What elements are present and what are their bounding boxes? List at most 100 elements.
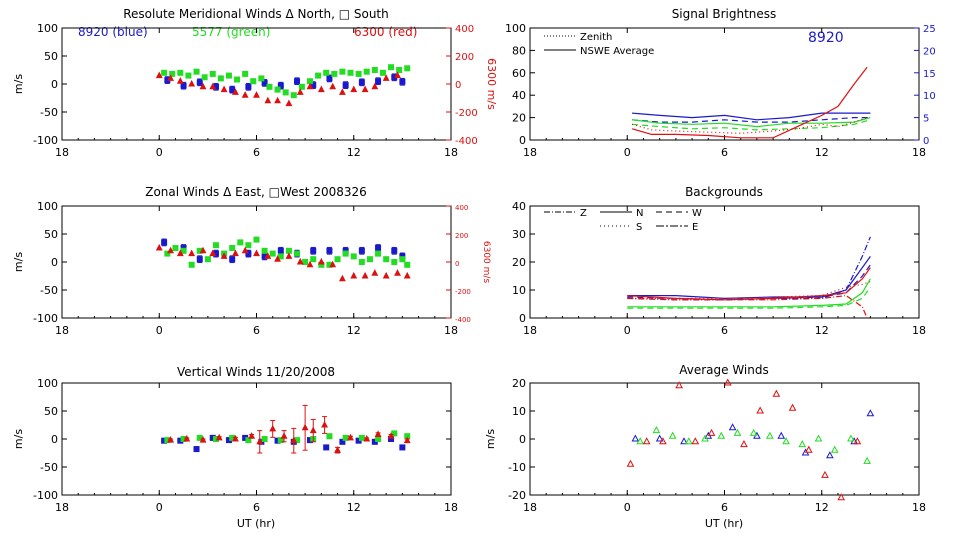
data-point [261, 247, 268, 254]
data-point [331, 70, 338, 77]
title-backgrounds: Backgrounds [685, 185, 763, 199]
data-point [250, 78, 257, 85]
data-point [167, 246, 175, 254]
x-tick-label: 18 [444, 146, 458, 159]
data-point [659, 437, 667, 445]
data-point [379, 69, 386, 76]
legend-e: E [692, 222, 698, 233]
data-point [371, 67, 378, 73]
x-tick-label: 18 [55, 324, 69, 337]
x-tick-label: 0 [624, 146, 631, 159]
y2-tick-label: 10 [923, 91, 936, 102]
x-tick-label: 6 [253, 146, 260, 159]
data-point [180, 82, 187, 89]
legend-s: S [636, 222, 642, 233]
y2-tick-label: -400 [455, 136, 478, 147]
data-point [277, 253, 284, 260]
data-point [321, 420, 328, 428]
y-tick-label: 40 [512, 200, 526, 213]
data-point [274, 255, 281, 262]
data-point [339, 68, 346, 75]
data-point [302, 259, 309, 265]
data-point [274, 86, 281, 93]
y-tick-label: -10 [508, 461, 526, 474]
x-tick-label: 18 [523, 501, 537, 514]
data-point [740, 440, 748, 448]
data-point [826, 451, 834, 459]
data-point [631, 434, 640, 442]
data-point [334, 256, 341, 263]
data-point [199, 246, 207, 254]
data-point [232, 434, 239, 442]
data-point [306, 82, 314, 90]
data-point [196, 79, 203, 86]
data-point [301, 423, 309, 431]
legend-6300-red: 6300 (red) [354, 25, 417, 39]
data-point [199, 436, 207, 443]
data-point [358, 79, 365, 86]
data-point [323, 444, 330, 451]
data-point [264, 252, 272, 259]
data-point [350, 253, 357, 260]
data-point [347, 433, 354, 441]
y2-tick-label: 200 [455, 232, 468, 240]
data-point [701, 434, 709, 442]
y2-tick-label: 400 [455, 204, 468, 212]
y-tick-label: 0 [519, 433, 526, 446]
x-tick-label: 6 [253, 501, 260, 514]
y-tick-label: 30 [512, 228, 526, 241]
y-tick-label: 0 [519, 312, 526, 325]
y-tick-label: 10 [512, 405, 526, 418]
y2-tick-label: 15 [923, 69, 936, 80]
y2-tick-label: -400 [455, 316, 471, 324]
data-point [366, 256, 373, 263]
y-tick-label: 60 [512, 67, 526, 80]
x-tick-label: 6 [721, 501, 728, 514]
data-point [394, 71, 401, 79]
x-tick-label: 18 [55, 146, 69, 159]
data-point [164, 250, 171, 257]
x-tick-label: 0 [624, 501, 631, 514]
data-point [188, 79, 196, 87]
data-point [176, 249, 184, 257]
series-line-5577-nswe-average [632, 117, 871, 128]
data-point [777, 431, 786, 439]
y-tick-label: 50 [44, 50, 58, 63]
data-point [382, 271, 390, 279]
data-point [347, 69, 354, 76]
data-point [329, 260, 337, 268]
data-point [317, 257, 325, 265]
data-point [180, 247, 187, 254]
data-point [326, 433, 333, 440]
data-point [161, 69, 168, 76]
plot-frame [61, 27, 452, 141]
x-tick-label: 0 [156, 324, 163, 337]
series-line-8920-nswe-average [632, 112, 871, 121]
y-tick-label: -100 [33, 489, 58, 502]
data-point [733, 428, 742, 436]
y-tick-label: 10 [512, 284, 526, 297]
data-point [245, 437, 252, 444]
data-point [253, 91, 260, 98]
data-point [863, 456, 871, 464]
data-point [338, 88, 346, 95]
data-point [277, 82, 284, 89]
data-point [209, 70, 216, 77]
title-meridional: Resolute Meridional Winds Δ North, □ Sou… [123, 7, 389, 21]
plot-frame [529, 382, 920, 496]
data-point [358, 259, 365, 265]
data-point [245, 83, 252, 90]
series-line-8920-zenith [632, 116, 871, 123]
data-point [155, 71, 163, 79]
data-point [707, 428, 716, 436]
data-point [185, 72, 192, 79]
title-brightness: Signal Brightness [672, 7, 777, 21]
data-point [201, 74, 208, 81]
x-tick-label: 18 [444, 324, 458, 337]
x-tick-label: 6 [721, 324, 728, 337]
data-point [358, 247, 365, 254]
y-tick-label: 40 [512, 89, 526, 102]
data-point [296, 257, 304, 265]
